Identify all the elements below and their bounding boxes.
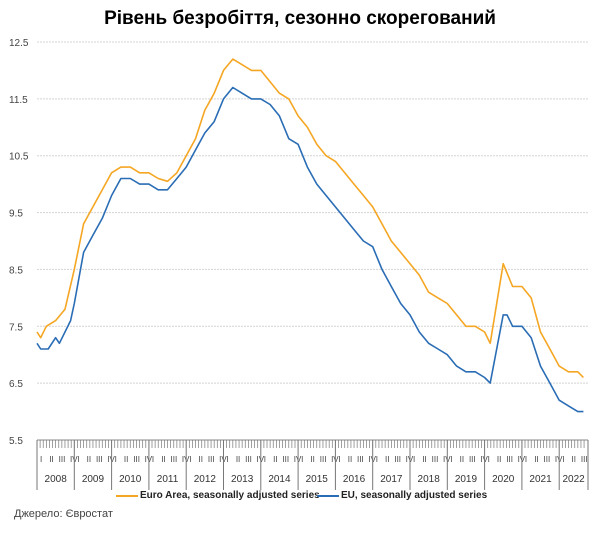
quarter-label: III xyxy=(208,455,215,464)
quarter-label: II xyxy=(273,455,277,464)
year-label: 2012 xyxy=(194,474,217,485)
year-label: 2009 xyxy=(82,474,105,485)
quarter-label: III xyxy=(245,455,252,464)
quarter-label: III xyxy=(171,455,178,464)
quarter-label: I xyxy=(525,455,527,464)
year-label: 2008 xyxy=(45,474,68,485)
y-tick-label: 7.5 xyxy=(9,322,23,333)
quarter-label: I xyxy=(115,455,117,464)
quarter-label: I xyxy=(413,455,415,464)
year-label: 2021 xyxy=(529,474,552,485)
quarter-label: I xyxy=(301,455,303,464)
year-label: 2011 xyxy=(157,474,179,485)
quarter-label: III xyxy=(357,455,364,464)
quarter-label: I xyxy=(338,455,340,464)
year-label: 2014 xyxy=(268,474,291,485)
quarter-label: III xyxy=(320,455,327,464)
year-label: 2010 xyxy=(119,474,142,485)
quarter-label: II xyxy=(497,455,501,464)
legend-label-eu: EU, seasonally adjusted series xyxy=(341,490,488,501)
year-label: 2013 xyxy=(231,474,254,485)
year-label: 2015 xyxy=(306,474,329,485)
quarter-label: III xyxy=(282,455,289,464)
quarter-label: II xyxy=(422,455,426,464)
quarter-label: III xyxy=(544,455,551,464)
quarter-label: I xyxy=(376,455,378,464)
y-tick-label: 11.5 xyxy=(9,95,28,106)
quarter-label: I xyxy=(264,455,266,464)
year-label: 2017 xyxy=(380,474,403,485)
year-label: 2019 xyxy=(455,474,478,485)
y-tick-label: 5.5 xyxy=(9,436,23,447)
year-label: 2020 xyxy=(492,474,515,485)
quarter-label: II xyxy=(572,455,576,464)
chart-title: Рівень безробіття, сезонно скорегований xyxy=(104,8,496,29)
quarter-label: II xyxy=(124,455,128,464)
quarter-label: II xyxy=(161,455,165,464)
legend-swatch-eu xyxy=(317,494,339,497)
quarter-label: III xyxy=(133,455,140,464)
quarter-label: III xyxy=(394,455,401,464)
quarter-label: II xyxy=(310,455,314,464)
quarter-label: II xyxy=(199,455,203,464)
quarter-label: I xyxy=(77,455,79,464)
quarter-label: III xyxy=(59,455,66,464)
legend-item-eu: EU, seasonally adjusted series xyxy=(317,490,487,501)
quarter-label: I xyxy=(40,455,42,464)
quarter-label: II xyxy=(49,455,53,464)
quarter-label: II xyxy=(348,455,352,464)
year-label: 2016 xyxy=(343,474,366,485)
year-label: 2022 xyxy=(562,474,585,485)
quarter-label: II xyxy=(87,455,91,464)
y-tick-label: 6.5 xyxy=(9,379,23,390)
legend-item-euro-area: Euro Area, seasonally adjusted series xyxy=(116,490,320,501)
quarter-label: I xyxy=(488,455,490,464)
series-line-euro-area xyxy=(36,58,584,379)
series-line-eu xyxy=(36,86,584,413)
quarter-label: I xyxy=(450,455,452,464)
quarter-label: III xyxy=(96,455,103,464)
y-tick-label: 9.5 xyxy=(9,209,23,220)
quarter-label: III xyxy=(581,455,588,464)
y-tick-label: 12.5 xyxy=(9,38,29,49)
legend-swatch-euro-area xyxy=(116,494,138,497)
quarter-label: I xyxy=(152,455,154,464)
y-tick-label: 10.5 xyxy=(9,152,29,163)
quarter-label: II xyxy=(236,455,240,464)
y-tick-label: 8.5 xyxy=(9,265,23,276)
quarter-label: II xyxy=(460,455,464,464)
source-note: Джерело: Євростат xyxy=(14,508,113,520)
quarter-label: III xyxy=(506,455,513,464)
legend-label-euro-area: Euro Area, seasonally adjusted series xyxy=(140,490,320,501)
quarter-label: I xyxy=(227,455,229,464)
quarter-label: I xyxy=(562,455,564,464)
quarter-label: II xyxy=(385,455,389,464)
quarter-label: II xyxy=(534,455,538,464)
quarter-label: I xyxy=(189,455,191,464)
quarter-label: III xyxy=(469,455,476,464)
year-label: 2018 xyxy=(418,474,441,485)
quarter-label: III xyxy=(432,455,439,464)
